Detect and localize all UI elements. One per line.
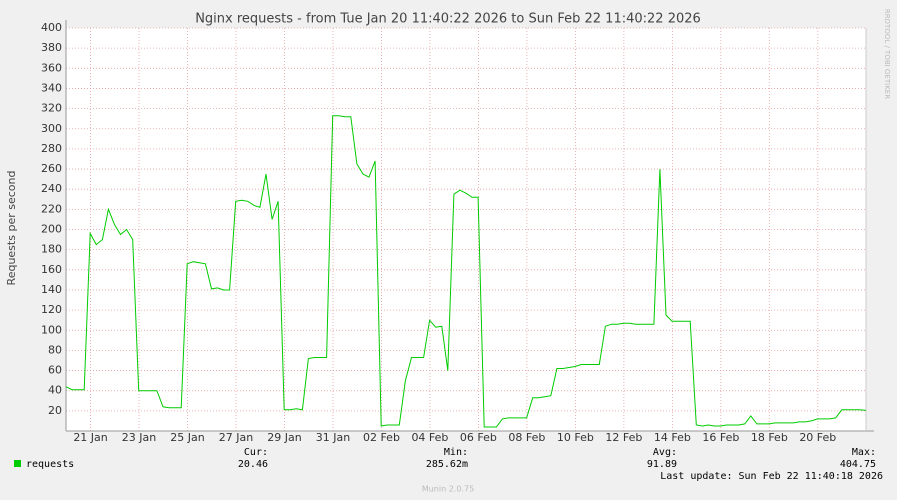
y-tick-label: 80 [48, 343, 62, 356]
y-tick-label: 40 [48, 384, 62, 397]
x-tick-label: 20 Feb [799, 431, 836, 444]
y-tick-label: 120 [41, 303, 62, 316]
last-update: Last update: Sun Feb 22 11:40:18 2026 [660, 471, 883, 482]
y-tick-label: 340 [41, 81, 62, 94]
y-tick-label: 360 [41, 61, 62, 74]
side-label: RRDTOOL / TOBI OETIKER [883, 9, 891, 99]
y-tick-label: 220 [41, 202, 62, 215]
y-tick-label: 160 [41, 263, 62, 276]
data-line [65, 115, 867, 428]
y-tick-label: 260 [41, 162, 62, 175]
x-tick-label: 12 Feb [605, 431, 642, 444]
stat-value: 285.62m [426, 459, 468, 470]
stat-label: Avg: [653, 447, 677, 458]
y-tick-label: 280 [41, 142, 62, 155]
stat-value: 91.89 [647, 459, 677, 470]
y-tick-label: 60 [48, 364, 62, 377]
stat-value: 20.46 [238, 459, 268, 470]
y-tick-label: 400 [41, 21, 62, 34]
footer: Munin 2.0.75 [422, 485, 474, 494]
legend-label: requests [26, 459, 74, 470]
y-tick-label: 380 [41, 41, 62, 54]
x-tick-label: 27 Jan [219, 431, 253, 444]
y-axis-label: Requests per second [5, 171, 18, 286]
x-tick-label: 18 Feb [751, 431, 788, 444]
x-tick-label: 04 Feb [411, 431, 448, 444]
y-tick-label: 200 [41, 223, 62, 236]
x-tick-label: 06 Feb [460, 431, 497, 444]
x-tick-label: 10 Feb [557, 431, 594, 444]
x-tick-label: 29 Jan [267, 431, 301, 444]
x-tick-label: 16 Feb [702, 431, 739, 444]
chart-title: Nginx requests - from Tue Jan 20 11:40:2… [195, 12, 701, 27]
stat-label: Min: [444, 447, 468, 458]
y-tick-label: 180 [41, 243, 62, 256]
legend-swatch [14, 460, 21, 467]
x-tick-label: 08 Feb [508, 431, 545, 444]
stat-value: 404.75 [840, 459, 876, 470]
x-tick-label: 21 Jan [73, 431, 107, 444]
stat-label: Cur: [244, 447, 268, 458]
y-tick-label: 140 [41, 283, 62, 296]
x-tick-label: 14 Feb [654, 431, 691, 444]
y-tick-label: 20 [48, 404, 62, 417]
y-tick-label: 320 [41, 102, 62, 115]
stat-label: Max: [852, 447, 876, 458]
y-tick-label: 240 [41, 182, 62, 195]
x-tick-label: 31 Jan [316, 431, 350, 444]
y-tick-label: 100 [41, 323, 62, 336]
x-tick-label: 25 Jan [170, 431, 204, 444]
x-tick-label: 02 Feb [363, 431, 400, 444]
y-tick-label: 300 [41, 122, 62, 135]
x-tick-label: 23 Jan [122, 431, 156, 444]
